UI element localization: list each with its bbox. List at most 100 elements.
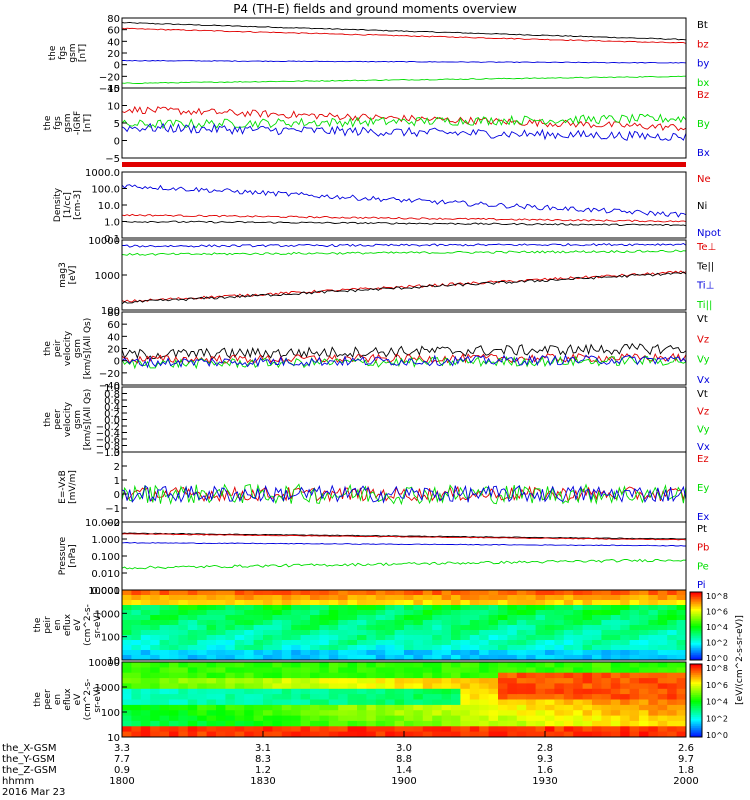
spectrogram-cell <box>610 699 621 706</box>
spectrogram-cell <box>169 600 179 606</box>
spectrogram-cell <box>441 678 452 684</box>
spectrogram-cell <box>347 678 358 684</box>
spectrogram-cell <box>328 731 339 738</box>
spectrogram-cell <box>592 605 602 611</box>
spectrogram-cell <box>272 605 283 611</box>
spectrogram-cell <box>357 650 367 656</box>
spectrogram-cell <box>150 667 161 674</box>
spectrogram-cell <box>122 610 132 616</box>
spectrogram-cell <box>573 672 584 679</box>
spectrogram-cell <box>601 710 612 717</box>
spectrogram-cell <box>545 715 555 722</box>
series-line-Ti⊥ <box>122 242 687 248</box>
spectrogram-cell <box>385 726 396 733</box>
y-tick-label: −0.2 <box>96 422 120 433</box>
spectrogram-cell <box>338 595 349 601</box>
spectrogram-cell <box>573 625 584 631</box>
spectrogram-cell <box>385 704 396 711</box>
spectrogram-cell <box>244 615 255 621</box>
spectrogram-cell <box>563 720 574 727</box>
spectrogram-cell <box>394 655 405 661</box>
spectrogram-cell <box>300 678 311 684</box>
spectrogram-cell <box>272 667 283 674</box>
spectrogram-cell <box>676 704 687 711</box>
spectrogram-cell <box>667 605 678 611</box>
spectrogram-cell <box>122 704 132 711</box>
spectrogram-cell <box>648 694 659 700</box>
spectrogram-cell <box>187 645 198 651</box>
spectrogram-cell <box>516 590 527 596</box>
spectrogram-cell <box>234 620 245 626</box>
spectrogram-cell <box>291 710 302 717</box>
spectrogram-cell <box>366 704 377 711</box>
y-tick-label: 80 <box>107 308 120 319</box>
spectrogram-cell <box>357 635 367 641</box>
spectrogram-cell <box>573 605 584 611</box>
series-line-Ez <box>121 485 687 503</box>
spectrogram-cell <box>422 655 433 661</box>
spectrogram-cell <box>507 662 518 668</box>
spectrogram-cell <box>300 683 311 690</box>
spectrogram-cell <box>131 726 142 733</box>
colorbar-cell <box>690 603 702 607</box>
spectrogram-cell <box>657 731 668 738</box>
spectrogram-cell <box>197 645 208 651</box>
y-axis-label: eflux <box>63 688 73 711</box>
spectrogram-cell <box>394 720 405 727</box>
spectrogram-cell <box>338 650 349 656</box>
spectrogram-cell <box>657 667 668 674</box>
spectrogram-cell <box>563 590 574 596</box>
spectrogram-cell <box>169 630 179 636</box>
spectrogram-cell <box>253 635 264 641</box>
spectrogram-cell <box>234 710 245 717</box>
spectrogram-cell <box>122 731 132 738</box>
spectrogram-cell <box>460 645 471 651</box>
spectrogram-cell <box>263 625 273 631</box>
spectrogram-cell <box>366 655 377 661</box>
spectrogram-cell <box>375 699 386 706</box>
spectrogram-cell <box>404 625 414 631</box>
spectrogram-cell <box>216 699 226 706</box>
spectrogram-cell <box>140 610 151 616</box>
spectrogram-cell <box>479 715 490 722</box>
spectrogram-cell <box>122 620 132 626</box>
spectrogram-cell <box>357 590 367 596</box>
spectrogram-cell <box>639 655 649 661</box>
spectrogram-cell <box>451 590 461 596</box>
spectrogram-cell <box>300 720 311 727</box>
colorbar-cell <box>690 704 702 707</box>
spectrogram-cell <box>404 645 414 651</box>
spectrogram-cell <box>667 655 678 661</box>
spectrogram-cell <box>592 715 602 722</box>
spectrogram-cell <box>300 640 311 646</box>
spectrogram-cell <box>187 620 198 626</box>
y-axis-label: sr-eV) <box>93 612 103 638</box>
colorbar-cell <box>690 729 702 733</box>
spectrogram-cell <box>582 650 593 656</box>
y-tick-label: 10 <box>107 102 120 113</box>
spectrogram-cell <box>225 625 236 631</box>
spectrogram-cell <box>498 645 508 651</box>
spectrogram-cell <box>535 590 546 596</box>
colorbar-frame <box>689 591 703 661</box>
spectrogram-cell <box>385 590 396 596</box>
spectrogram-cell <box>441 694 452 700</box>
spectrogram-cell <box>451 635 461 641</box>
spectrogram-cell <box>404 715 414 722</box>
colorbar-cell <box>690 689 702 692</box>
spectrogram-cell <box>328 672 339 679</box>
spectrogram-cell <box>338 615 349 621</box>
spectrogram-cell <box>563 731 574 738</box>
colorbar-cell <box>690 600 702 603</box>
spectrogram-cell <box>479 620 490 626</box>
spectrogram-cell <box>676 710 687 717</box>
spectrogram-cell <box>328 667 339 674</box>
spectrogram-cell <box>159 688 170 695</box>
spectrogram-cell <box>216 688 226 695</box>
colorbar-cell <box>690 713 702 716</box>
spectrogram-cell <box>225 595 236 601</box>
y-tick-label: −1 <box>105 504 120 515</box>
spectrogram-cell <box>150 615 161 621</box>
spectrogram-cell <box>347 655 358 661</box>
spectrogram-cell <box>263 710 273 717</box>
